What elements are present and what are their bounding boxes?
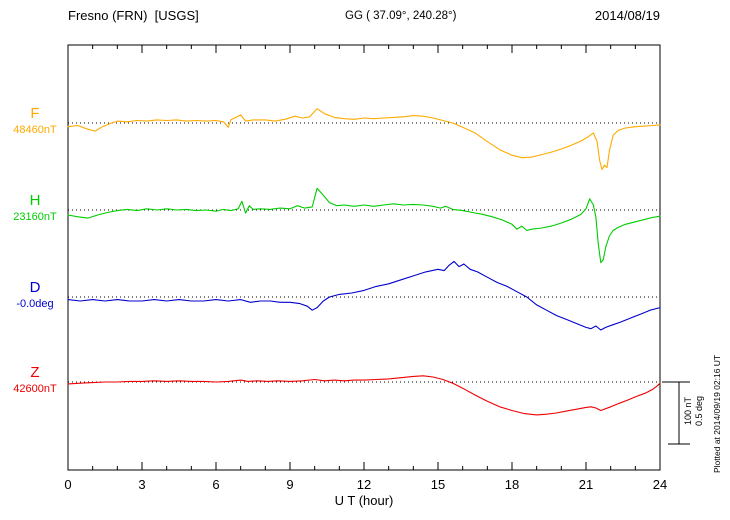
x-tick-label: 12 (357, 477, 371, 492)
x-tick-label: 15 (431, 477, 445, 492)
x-tick-label: 3 (138, 477, 145, 492)
series-label-Z: Z 42600nT (4, 363, 66, 396)
plot-frame (67, 44, 661, 471)
trace-H (67, 187, 661, 264)
x-tick-label: 9 (286, 477, 293, 492)
series-name-H: H (29, 192, 41, 209)
series-label-H: H 23160nT (4, 191, 66, 224)
series-baseline-Z: 42600nT (13, 383, 57, 395)
x-tick-label: 18 (505, 477, 519, 492)
series-baseline-H: 23160nT (13, 211, 57, 223)
series-name-D: D (29, 279, 41, 296)
x-tick-label: 24 (653, 477, 667, 492)
series-name-Z: Z (30, 364, 40, 381)
trace-F (67, 108, 661, 171)
x-tick-label: 21 (579, 477, 593, 492)
trace-Z (67, 375, 661, 416)
x-axis-title: U T (hour) (334, 493, 394, 508)
x-tick-label: 6 (212, 477, 219, 492)
series-name-F: F (30, 105, 40, 122)
scale-bar-deg-label: 0.5 deg (694, 395, 704, 427)
station-title: Fresno (FRN) [USGS] (68, 8, 199, 23)
series-baseline-F: 48460nT (13, 124, 57, 136)
x-tick-label: 0 (64, 477, 71, 492)
trace-D (67, 260, 661, 331)
series-label-D: D -0.0deg (4, 278, 66, 311)
series-baseline-D: -0.0deg (16, 298, 54, 310)
date-label: 2014/08/19 (594, 8, 660, 23)
series-label-F: F 48460nT (4, 104, 66, 137)
plotted-at-label: Plotted at 2014/09/19 02:16 UT (712, 354, 722, 474)
geo-coordinates-label: GG ( 37.09°, 240.28°) (345, 10, 457, 22)
scale-bar-nt-label: 100 nT (683, 396, 693, 426)
